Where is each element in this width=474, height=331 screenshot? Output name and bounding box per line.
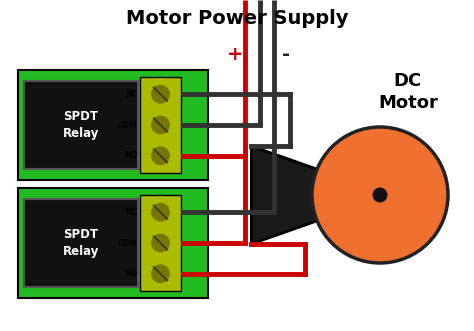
FancyBboxPatch shape — [24, 199, 138, 287]
Text: Motor Power Supply: Motor Power Supply — [126, 9, 348, 27]
Circle shape — [146, 197, 175, 227]
Circle shape — [152, 147, 169, 165]
Circle shape — [312, 127, 448, 263]
Text: NO: NO — [125, 269, 137, 278]
Circle shape — [373, 188, 387, 202]
Text: NC: NC — [126, 90, 137, 99]
Circle shape — [146, 141, 175, 171]
Text: SPDT
Relay: SPDT Relay — [63, 227, 99, 259]
Text: -: - — [282, 45, 290, 65]
Circle shape — [152, 265, 169, 283]
FancyBboxPatch shape — [140, 195, 182, 291]
Circle shape — [146, 259, 175, 289]
Text: +: + — [227, 45, 243, 65]
Circle shape — [152, 204, 169, 221]
Circle shape — [152, 116, 169, 134]
Text: COM: COM — [118, 239, 137, 248]
Text: SPDT
Relay: SPDT Relay — [63, 110, 99, 140]
Text: NC: NC — [126, 208, 137, 217]
Circle shape — [152, 234, 169, 252]
Text: DC
Motor: DC Motor — [378, 72, 438, 112]
Text: NO: NO — [125, 151, 137, 160]
FancyBboxPatch shape — [24, 81, 138, 169]
FancyBboxPatch shape — [18, 70, 208, 180]
Circle shape — [152, 85, 169, 103]
Circle shape — [146, 228, 175, 258]
FancyBboxPatch shape — [18, 188, 208, 298]
Circle shape — [146, 79, 175, 109]
FancyBboxPatch shape — [140, 76, 182, 173]
Text: COM: COM — [118, 120, 137, 129]
Circle shape — [146, 110, 175, 140]
Polygon shape — [251, 146, 317, 244]
